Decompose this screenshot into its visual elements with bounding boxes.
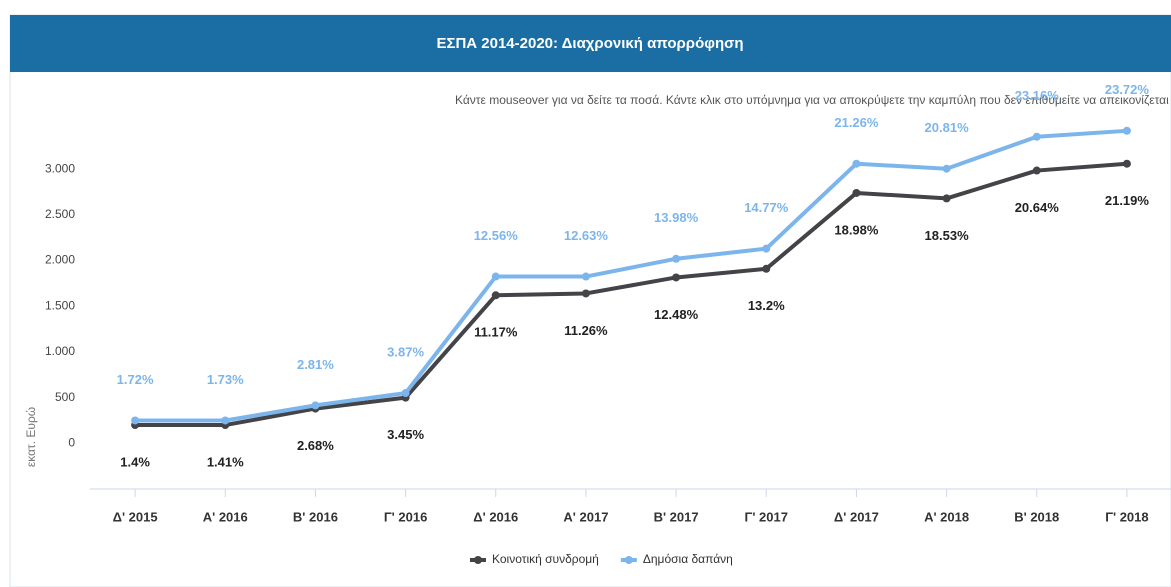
percent-label: 20.64% [1015, 200, 1060, 215]
point [491, 272, 500, 281]
point [581, 272, 590, 281]
y-tick-label: 1.500 [45, 298, 75, 312]
percent-label: 1.72% [117, 372, 154, 387]
x-tick-label: Β' 2016 [293, 509, 338, 524]
legend-marker[interactable] [474, 556, 482, 564]
point [491, 291, 500, 300]
percent-label: 11.26% [564, 323, 608, 338]
y-axis-label: εκατ. Ευρώ [24, 407, 38, 467]
y-tick-label: 1.000 [45, 344, 75, 358]
x-tick-label: Δ' 2015 [113, 509, 158, 524]
x-tick-label: Γ' 2018 [1105, 509, 1148, 524]
point [672, 254, 681, 263]
percent-label: 12.48% [654, 307, 699, 322]
percent-label: 1.41% [207, 454, 244, 469]
percent-label: 3.45% [387, 427, 424, 442]
panel [9, 14, 1171, 587]
legend-label[interactable]: Δημόσια δαπάνη [643, 552, 733, 566]
percent-label: 11.17% [474, 325, 518, 340]
percent-label: 2.68% [297, 438, 334, 453]
point [311, 401, 320, 410]
point [401, 389, 410, 398]
percent-label: 23.16% [1015, 88, 1060, 103]
percent-label: 3.87% [387, 344, 424, 359]
point [852, 188, 861, 197]
x-tick-label: Β' 2018 [1014, 509, 1059, 524]
point [852, 159, 861, 168]
chart-title: ΕΣΠΑ 2014-2020: Διαχρονική απορρόφηση [436, 35, 743, 52]
y-tick-label: 2.500 [45, 207, 75, 221]
point [942, 164, 951, 173]
percent-label: 13.98% [654, 210, 699, 225]
percent-label: 18.98% [834, 222, 879, 237]
x-tick-label: Δ' 2017 [834, 509, 879, 524]
percent-label: 23.72% [1105, 82, 1150, 97]
legend-label[interactable]: Κοινοτική συνδρομή [492, 552, 599, 566]
legend-marker[interactable] [624, 556, 633, 564]
x-tick-label: Α' 2018 [924, 509, 969, 524]
percent-label: 20.81% [925, 120, 970, 135]
x-tick-label: Δ' 2016 [473, 509, 518, 524]
y-tick-label: 3.000 [45, 161, 75, 175]
percent-label: 14.77% [744, 200, 789, 215]
point [942, 194, 951, 203]
point [1122, 126, 1131, 135]
x-tick-label: Γ' 2016 [384, 509, 427, 524]
percent-label: 12.63% [564, 228, 609, 243]
point [131, 416, 140, 425]
x-tick-label: Α' 2017 [563, 509, 608, 524]
percent-label: 18.53% [925, 228, 970, 243]
percent-label: 21.26% [834, 115, 879, 130]
percent-label: 12.56% [474, 228, 519, 243]
point [1032, 166, 1041, 175]
point [672, 273, 681, 282]
point [221, 416, 230, 425]
y-tick-label: 0 [68, 435, 75, 449]
percent-label: 13.2% [748, 298, 785, 313]
point [1032, 132, 1041, 141]
percent-label: 1.4% [120, 454, 150, 469]
point [762, 264, 771, 273]
y-tick-label: 500 [55, 390, 75, 404]
x-tick-label: Α' 2016 [203, 509, 248, 524]
percent-label: 1.73% [207, 372, 244, 387]
series-line [135, 161, 1128, 428]
series-line [135, 128, 1128, 423]
x-tick-label: Β' 2017 [654, 509, 699, 524]
subtitle: Κάντε mouseover για να δείτε τα ποσά. Κά… [455, 93, 1169, 107]
point [1122, 159, 1131, 168]
x-tick-label: Γ' 2017 [745, 509, 788, 524]
y-tick-label: 2.000 [45, 253, 75, 267]
percent-label: 21.19% [1105, 193, 1150, 208]
point [581, 289, 590, 298]
point [762, 244, 771, 253]
percent-label: 2.81% [297, 357, 334, 372]
header-bar [10, 15, 1171, 72]
